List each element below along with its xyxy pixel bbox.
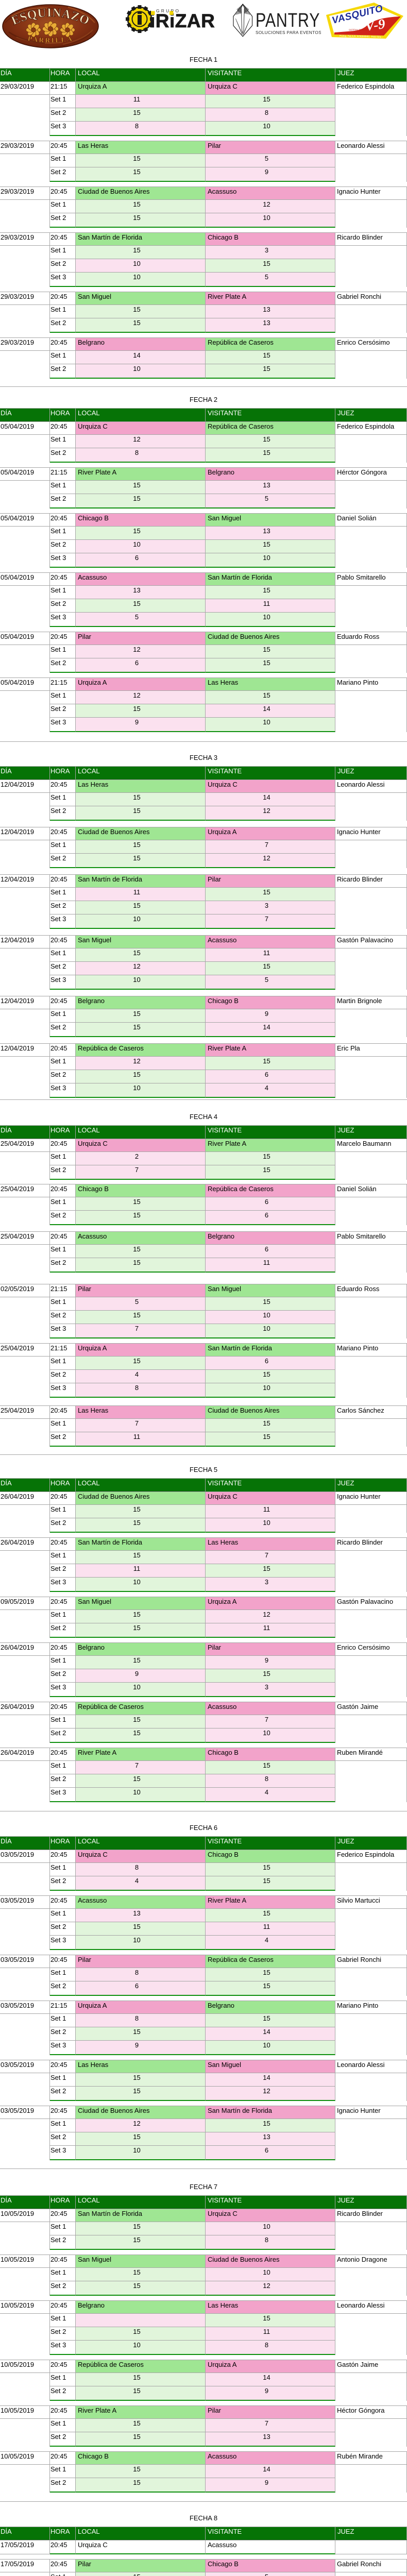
- svg-text:iRiZAR: iRiZAR: [150, 10, 215, 31]
- svg-text:GRUPO: GRUPO: [156, 8, 180, 13]
- svg-text:V-9: V-9: [364, 16, 386, 34]
- svg-text:SISTEMA SENSITIVO: SISTEMA SENSITIVO: [349, 29, 370, 31]
- svg-text:SOLUCIONES PARA EVENTOS: SOLUCIONES PARA EVENTOS: [256, 30, 321, 35]
- svg-text:PANTRY: PANTRY: [256, 10, 320, 31]
- svg-text:PARRILLA: PARRILLA: [27, 35, 74, 44]
- svg-text:Proteg. Pat.A.R. N°05048481 P: Proteg. Pat.A.R. N°05048481 Peso Gra...: [340, 35, 383, 38]
